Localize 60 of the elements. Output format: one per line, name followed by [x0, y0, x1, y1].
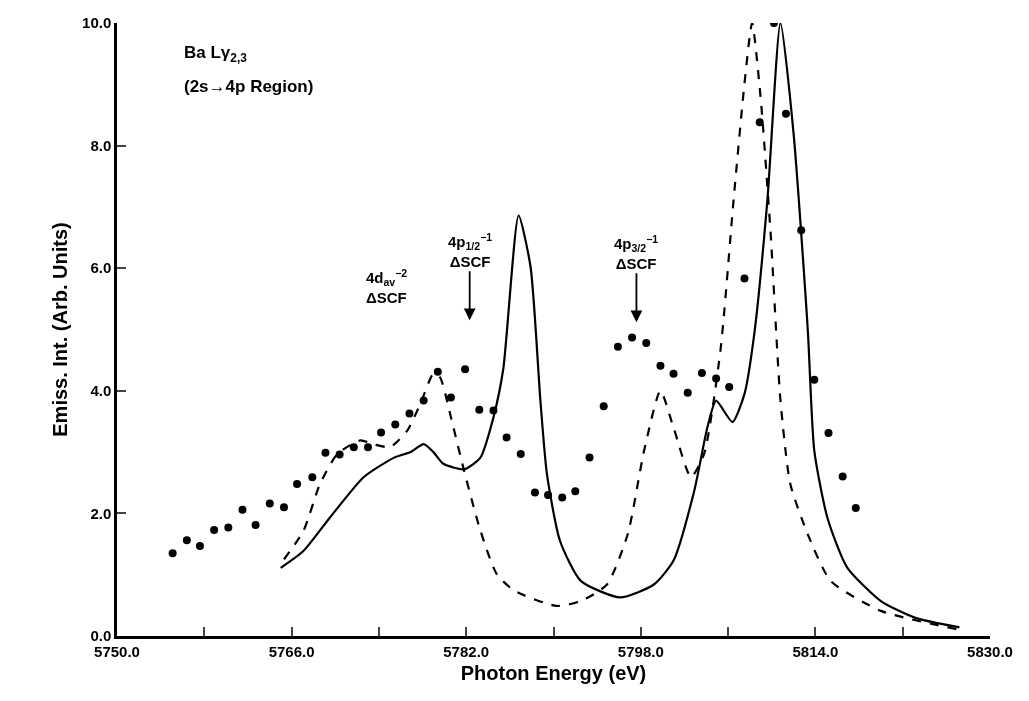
point	[433, 367, 442, 376]
point	[168, 549, 177, 558]
point	[642, 338, 651, 347]
y-axis-title: Emiss. Int. (Arb. Units)	[48, 222, 71, 437]
point	[838, 472, 847, 481]
point	[755, 118, 764, 127]
y-tick-label: 6.0	[90, 259, 112, 277]
point	[683, 388, 692, 397]
point	[585, 453, 594, 462]
point	[613, 342, 622, 351]
point	[628, 333, 637, 342]
annotation: (2s→4p Region)	[184, 77, 314, 96]
point	[530, 488, 539, 497]
point	[265, 499, 274, 508]
point	[251, 521, 260, 530]
point	[321, 448, 330, 457]
point	[516, 449, 525, 458]
point	[502, 433, 511, 442]
point	[349, 443, 358, 452]
point	[697, 369, 706, 378]
point	[363, 443, 372, 452]
y-tick-label: 10.0	[82, 14, 112, 32]
point	[656, 361, 665, 370]
x-tick-label: 5766.0	[268, 642, 315, 660]
x-tick-label: 5830.0	[967, 642, 1013, 660]
point	[558, 493, 567, 502]
point	[851, 503, 860, 512]
point	[238, 505, 247, 514]
x-tick-label: 5750.0	[94, 642, 140, 660]
point	[781, 109, 790, 118]
point	[725, 383, 734, 392]
point	[335, 450, 344, 459]
annotation: Ba Lγ$_{2,3}$	[184, 43, 248, 65]
point	[182, 536, 191, 545]
x-tick-label: 5782.0	[443, 642, 490, 660]
point	[377, 428, 386, 437]
point	[446, 393, 455, 402]
point	[210, 525, 219, 534]
point	[475, 405, 484, 414]
point	[308, 473, 317, 482]
point	[810, 375, 819, 384]
y-tick-label: 0.0	[90, 627, 112, 645]
point	[669, 369, 678, 378]
point	[405, 409, 414, 418]
point	[279, 503, 288, 512]
y-tick-label: 8.0	[90, 136, 112, 154]
x-tick-label: 5798.0	[617, 642, 664, 660]
point	[391, 420, 400, 429]
x-tick-label: 5814.0	[792, 642, 839, 660]
point	[224, 523, 233, 532]
point	[599, 402, 608, 411]
y-tick-label: 4.0	[90, 382, 112, 400]
y-tick-label: 2.0	[90, 504, 112, 522]
point	[824, 429, 833, 438]
point	[740, 274, 749, 283]
point	[571, 487, 580, 496]
point	[293, 479, 302, 488]
point	[461, 365, 470, 374]
x-axis-title: Photon Energy (eV)	[460, 662, 647, 685]
point	[195, 541, 204, 550]
